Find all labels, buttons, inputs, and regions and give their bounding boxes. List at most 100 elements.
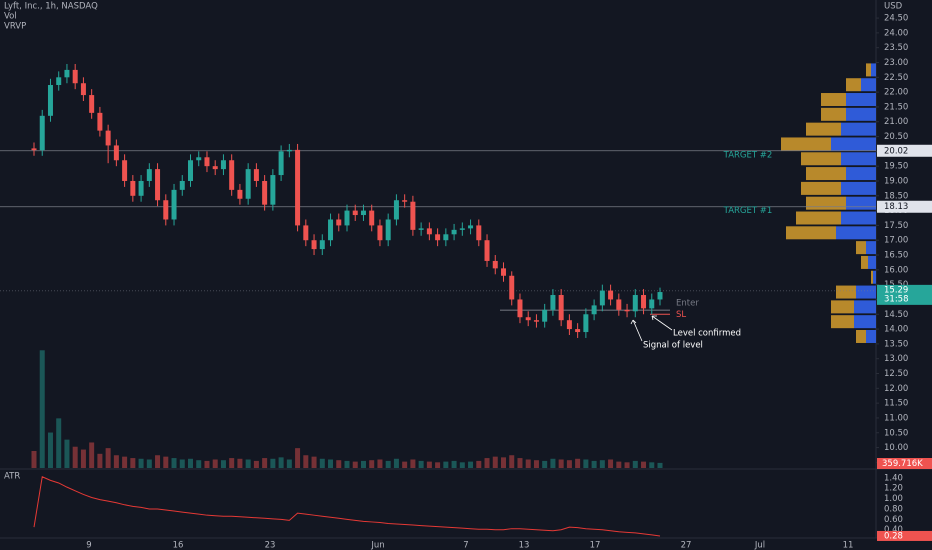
candle-body [542,309,548,322]
candle-body [476,225,482,241]
volume-bar [64,439,70,468]
candle-body [237,189,243,199]
volume-bar [632,460,638,468]
volume-bar [352,461,358,468]
candle-body [196,157,202,161]
profile-down [801,181,841,195]
volume-bar [196,460,202,468]
candle-body [72,69,78,84]
candle-body [286,149,292,152]
volume-bar [344,460,350,468]
profile-up [854,315,876,329]
atr-title: ATR [4,472,20,482]
candle-body [550,295,556,310]
volume-bar [295,448,301,468]
candle-body [591,305,597,315]
volume-bar [270,458,276,468]
y-tick-label: 23.50 [884,43,908,53]
volume-bar [608,459,614,468]
volume-bar [72,446,78,468]
volume-bar [583,459,589,468]
entry-label: Enter [676,299,699,309]
candle-body [393,200,399,220]
volume-bar [229,458,235,468]
price-badge-label: 18.13 [884,202,908,212]
candle-body [624,309,630,312]
candle-body [56,77,62,86]
candle-body [352,210,358,216]
candle-body [229,160,235,190]
candle-body [303,225,309,241]
candle-body [558,295,564,321]
candle-body [377,225,383,241]
y-tick-label: 16.50 [884,251,908,261]
volume-bar [533,460,539,468]
volume-badge [877,458,932,469]
x-tick-label: 27 [681,541,692,550]
candle-body [410,201,416,230]
volume-bar [146,459,152,468]
candle-body [608,290,614,300]
candle-body [575,329,581,333]
indicator-label: VRVP [4,22,26,32]
candle-body [319,240,325,250]
volume-bar [163,456,169,468]
candle-body [649,299,655,309]
candle-body [525,317,531,321]
candle-body [501,268,506,276]
profile-down [796,211,841,225]
countdown: 31:58 [884,294,909,304]
candle-body [113,145,119,161]
candle-body [295,149,301,226]
volume-bar [492,456,498,468]
atr-badge [877,530,932,541]
note-arrow [651,315,673,331]
profile-up [841,211,876,225]
volume-bar [418,460,424,468]
volume-bar [204,460,210,468]
candle-body [146,169,152,181]
x-tick-label: 11 [843,541,854,550]
x-tick-label: 17 [590,541,601,550]
volume-bar [31,450,37,468]
candle-body [220,160,226,170]
profile-up [841,181,876,195]
candle-body [179,180,185,190]
chart-title: Lyft, Inc., 1h, NASDAQ [4,2,98,12]
candle-body [80,83,86,96]
y-tick-label: 22.50 [884,73,908,83]
target-label: TARGET #1 [723,206,773,216]
volume-bar [278,457,284,468]
candle-body [517,299,523,318]
candle-body [484,240,490,261]
candle-body [583,314,589,333]
volume-bar [468,461,474,468]
profile-down [806,122,841,136]
volume-bar [89,442,95,468]
candle-body [47,85,53,116]
candle-body [89,95,95,113]
profile-down [846,78,861,92]
volume-bar [113,455,119,468]
profile-up [856,285,876,299]
candle-body [360,210,366,216]
volume-bar [47,432,53,468]
volume-bar [336,460,342,468]
volume-bar [155,455,161,468]
profile-down [801,152,841,166]
volume-bar [328,459,334,468]
profile-up [846,93,876,107]
candle-body [344,210,350,226]
candle-body [204,157,210,167]
volume-bar [451,460,457,468]
indicator-label: Vol [4,12,17,22]
y-tick-label: 17.00 [884,236,908,246]
y-tick-label: 19.00 [884,176,908,186]
x-tick-label: Jun [370,541,384,550]
x-tick-label: 13 [519,541,530,550]
y-tick-label: 13.00 [884,354,908,364]
y-tick-label: 19.50 [884,162,908,172]
volume-bar [377,459,383,468]
volume-bar [459,462,465,468]
